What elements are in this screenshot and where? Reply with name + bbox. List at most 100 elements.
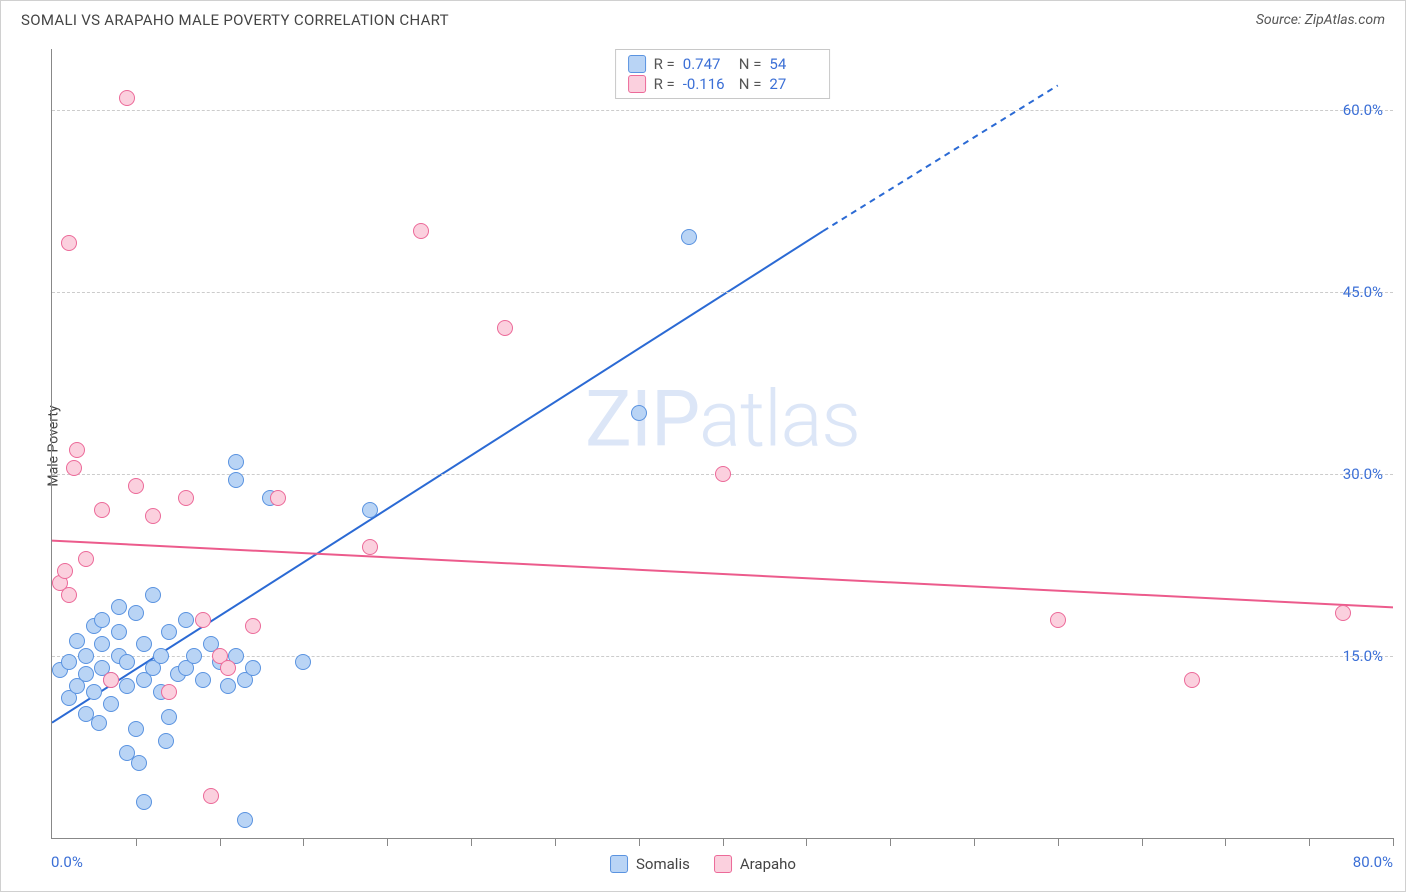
x-tick — [723, 838, 724, 846]
x-tick — [1225, 838, 1226, 846]
data-point — [66, 460, 82, 476]
x-tick — [890, 838, 891, 846]
x-tick — [387, 838, 388, 846]
data-point — [128, 605, 144, 621]
data-point — [1050, 612, 1066, 628]
x-tick — [1142, 838, 1143, 846]
chart-title: SOMALI VS ARAPAHO MALE POVERTY CORRELATI… — [21, 11, 449, 29]
legend-label-somalis: Somalis — [636, 855, 690, 873]
data-point — [61, 235, 77, 251]
data-point — [681, 229, 697, 245]
legend-item-somalis: Somalis — [610, 855, 690, 873]
data-point — [161, 624, 177, 640]
x-tick — [220, 838, 221, 846]
data-point — [1184, 672, 1200, 688]
data-point — [111, 624, 127, 640]
data-point — [195, 672, 211, 688]
x-tick — [1309, 838, 1310, 846]
data-point — [103, 696, 119, 712]
data-point — [128, 721, 144, 737]
data-point — [103, 672, 119, 688]
data-point — [69, 633, 85, 649]
x-tick — [136, 838, 137, 846]
x-tick — [639, 838, 640, 846]
legend-label-arapaho: Arapaho — [740, 855, 796, 873]
data-point — [78, 666, 94, 682]
data-point — [119, 654, 135, 670]
data-point — [91, 715, 107, 731]
data-point — [1335, 605, 1351, 621]
data-point — [413, 223, 429, 239]
y-tick-label: 30.0% — [1343, 465, 1383, 483]
data-point — [136, 794, 152, 810]
data-point — [631, 405, 647, 421]
r-label: R = — [654, 55, 675, 73]
data-point — [69, 442, 85, 458]
x-tick — [471, 838, 472, 846]
y-tick-label: 15.0% — [1343, 647, 1383, 665]
data-point — [220, 660, 236, 676]
data-point — [245, 660, 261, 676]
r-label: R = — [654, 75, 675, 93]
gridline — [52, 110, 1393, 111]
x-tick — [806, 838, 807, 846]
y-tick-label: 60.0% — [1343, 101, 1383, 119]
data-point — [153, 648, 169, 664]
data-point — [111, 599, 127, 615]
stats-box: R = 0.747 N = 54 R = -0.116 N = 27 — [615, 49, 831, 99]
data-point — [131, 755, 147, 771]
trend-lines — [52, 49, 1393, 838]
stats-row-somalis: R = 0.747 N = 54 — [628, 54, 818, 74]
stats-row-arapaho: R = -0.116 N = 27 — [628, 74, 818, 94]
x-tick — [1393, 838, 1394, 846]
x-tick — [555, 838, 556, 846]
source-label: Source: ZipAtlas.com — [1256, 12, 1385, 28]
n-label: N = — [739, 75, 762, 93]
data-point — [86, 684, 102, 700]
data-point — [186, 648, 202, 664]
data-point — [245, 618, 261, 634]
data-point — [362, 502, 378, 518]
data-point — [161, 709, 177, 725]
data-point — [145, 587, 161, 603]
data-point — [94, 612, 110, 628]
watermark-atlas: atlas — [699, 374, 860, 465]
data-point — [178, 490, 194, 506]
swatch-somalis — [628, 55, 646, 73]
data-point — [119, 678, 135, 694]
data-point — [136, 636, 152, 652]
x-axis-end-label: 80.0% — [1353, 853, 1393, 871]
data-point — [94, 636, 110, 652]
data-point — [94, 502, 110, 518]
data-point — [78, 648, 94, 664]
data-point — [57, 563, 73, 579]
n-label: N = — [739, 55, 762, 73]
data-point — [220, 678, 236, 694]
x-axis-start-label: 0.0% — [51, 853, 83, 871]
legend-swatch-arapaho — [714, 855, 732, 873]
swatch-arapaho — [628, 75, 646, 93]
data-point — [61, 587, 77, 603]
data-point — [158, 733, 174, 749]
data-point — [119, 90, 135, 106]
data-point — [362, 539, 378, 555]
data-point — [145, 508, 161, 524]
data-point — [78, 551, 94, 567]
data-point — [128, 478, 144, 494]
bottom-legend: Somalis Arapaho — [610, 855, 796, 873]
data-point — [161, 684, 177, 700]
chart-container: SOMALI VS ARAPAHO MALE POVERTY CORRELATI… — [0, 0, 1406, 892]
legend-item-arapaho: Arapaho — [714, 855, 796, 873]
data-point — [497, 320, 513, 336]
header: SOMALI VS ARAPAHO MALE POVERTY CORRELATI… — [1, 1, 1405, 37]
gridline — [52, 292, 1393, 293]
watermark: ZIPatlas — [585, 374, 860, 465]
legend-swatch-somalis — [610, 855, 628, 873]
data-point — [203, 788, 219, 804]
data-point — [270, 490, 286, 506]
data-point — [178, 612, 194, 628]
r-value-arapaho: -0.116 — [683, 75, 731, 93]
data-point — [61, 654, 77, 670]
data-point — [237, 812, 253, 828]
data-point — [228, 454, 244, 470]
